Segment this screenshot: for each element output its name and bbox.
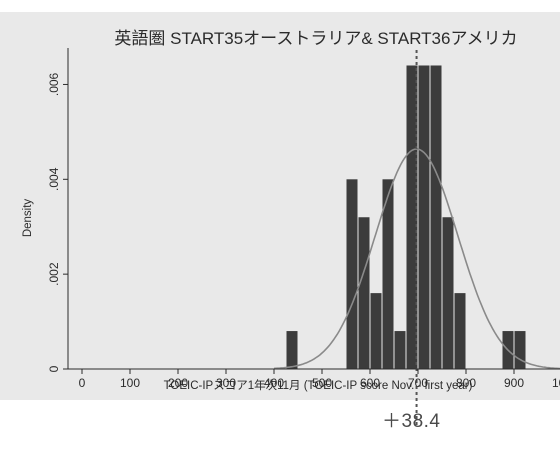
chart-title: 英語圏 START35オーストラリア& START36アメリカ bbox=[114, 29, 517, 48]
x-tick-label-9: 900 bbox=[504, 376, 524, 390]
x-tick-label-0: 0 bbox=[79, 376, 86, 390]
histogram-bar-2 bbox=[358, 217, 370, 369]
histogram-bar-0 bbox=[286, 331, 298, 369]
x-tick-label-6: 600 bbox=[360, 376, 380, 390]
y-axis-title-group: Density bbox=[22, 199, 34, 238]
y-axis-title: Density bbox=[22, 199, 34, 238]
x-axis-title: TOEIC-IPスコア1年次11月 (TOEIC-IP score Nov. -… bbox=[164, 378, 473, 392]
axes: 01002003004005006007008009001000.002.004… bbox=[47, 48, 560, 390]
normal-density-curve bbox=[273, 148, 560, 370]
y-tick-label-1: .002 bbox=[47, 262, 61, 286]
histogram-bar-4 bbox=[382, 179, 394, 369]
x-tick-label-1: 100 bbox=[120, 376, 140, 390]
y-tick-label-3: .006 bbox=[47, 72, 61, 96]
mean-difference-annotation: ＋38.4 bbox=[382, 411, 441, 432]
y-tick-label-2: .004 bbox=[47, 167, 61, 191]
x-tick-label-5: 500 bbox=[312, 376, 332, 390]
histogram-bar-6 bbox=[406, 65, 418, 369]
histogram-bar-5 bbox=[394, 331, 406, 369]
histogram-bar-8 bbox=[430, 65, 442, 369]
y-tick-label-0: 0 bbox=[47, 365, 61, 372]
x-tick-label-4: 400 bbox=[264, 376, 284, 390]
x-tick-label-2: 200 bbox=[168, 376, 188, 390]
x-tick-label-3: 300 bbox=[216, 376, 236, 390]
histogram-bar-7 bbox=[418, 65, 430, 369]
x-tick-label-7: 700 bbox=[408, 376, 428, 390]
histogram-bar-12 bbox=[514, 331, 526, 369]
histogram-bar-1 bbox=[346, 179, 358, 369]
x-tick-label-10: 100 bbox=[552, 376, 560, 390]
histogram-bar-9 bbox=[442, 217, 454, 369]
histogram-bar-3 bbox=[370, 293, 382, 369]
x-tick-label-8: 800 bbox=[456, 376, 476, 390]
plot-panel bbox=[0, 12, 560, 400]
normal-density-curve-layer bbox=[273, 148, 560, 370]
histogram-bar-10 bbox=[454, 293, 466, 369]
